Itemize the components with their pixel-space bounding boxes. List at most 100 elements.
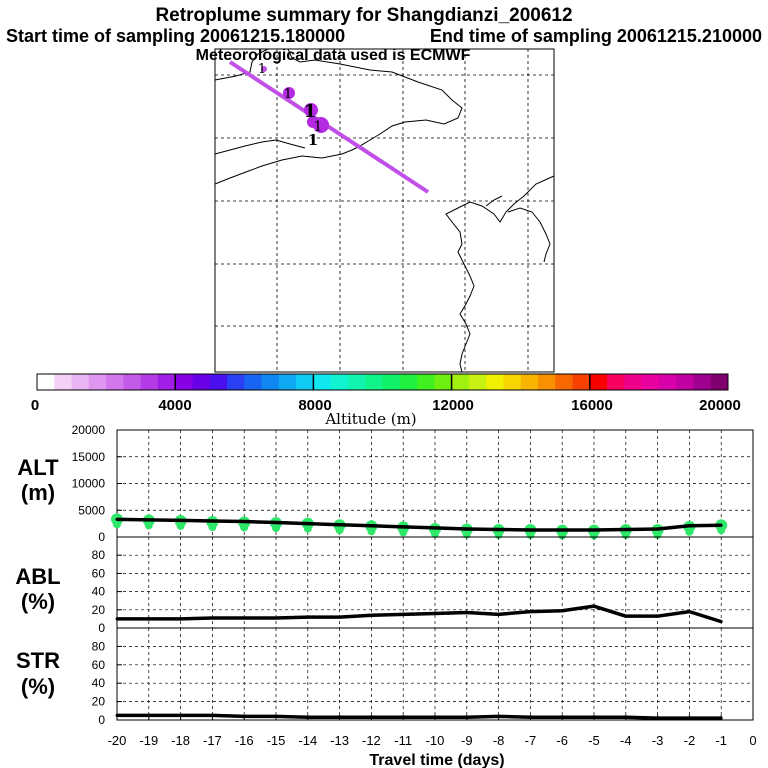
data-point xyxy=(369,524,373,528)
data-point xyxy=(465,611,469,615)
data-point xyxy=(338,523,342,527)
colorbar-swatch xyxy=(261,374,280,390)
colorbar-swatch xyxy=(209,374,228,390)
colorbar-swatch xyxy=(347,374,366,390)
alt-dot xyxy=(144,521,153,530)
alt-dot xyxy=(272,524,280,533)
y-tick-label: 20 xyxy=(92,695,106,709)
alt-dot xyxy=(367,527,376,536)
y-tick-label: 5000 xyxy=(78,503,105,517)
colorbar-swatch xyxy=(123,374,142,390)
x-tick-label: -5 xyxy=(588,733,600,748)
data-point xyxy=(179,518,183,522)
cluster-label: 1 xyxy=(308,131,318,149)
y-tick-label: 20000 xyxy=(72,423,106,437)
x-tick-label: -6 xyxy=(556,733,568,748)
alt-dot xyxy=(685,527,694,536)
panel-label: STR xyxy=(16,648,60,673)
colorbar-swatch xyxy=(417,374,435,390)
alt-dot xyxy=(431,529,439,538)
data-point xyxy=(656,527,660,531)
data-point xyxy=(401,612,405,616)
cluster-marker xyxy=(304,103,318,117)
colorbar-tick-label: 8000 xyxy=(298,397,331,414)
colorbar-tick-label: 16000 xyxy=(571,397,613,414)
colorbar-tick-label: 12000 xyxy=(432,397,474,414)
panel-label: ABL xyxy=(15,564,60,589)
x-tick-label: -10 xyxy=(426,733,445,748)
map-frame xyxy=(214,48,555,373)
colorbar-swatch xyxy=(227,374,245,390)
data-point xyxy=(433,611,437,615)
alt-dot xyxy=(335,526,344,535)
cluster-label: 1 xyxy=(258,62,266,77)
colorbar-swatch xyxy=(244,374,263,390)
y-tick-label: 0 xyxy=(98,530,105,544)
alt-dot xyxy=(558,531,567,540)
panel-unit-label: (m) xyxy=(21,480,55,505)
cluster-marker xyxy=(313,117,329,133)
colorbar-swatch xyxy=(503,374,522,390)
data-point xyxy=(433,526,437,530)
data-point xyxy=(592,604,596,608)
x-tick-label: -2 xyxy=(684,733,696,748)
data-point xyxy=(560,528,564,532)
alt-dot xyxy=(303,524,312,533)
colorbar-tick-label: 0 xyxy=(31,397,39,414)
x-tick-label: -15 xyxy=(267,733,286,748)
start-time-text: Start time of sampling 20061215.180000 xyxy=(6,26,345,46)
data-point xyxy=(719,523,723,527)
data-point xyxy=(528,528,532,532)
x-tick-label: -14 xyxy=(298,733,317,748)
x-tick-label: -20 xyxy=(108,733,127,748)
colorbar-swatch xyxy=(365,374,383,390)
colorbar-swatch xyxy=(71,374,90,390)
colorbar-swatch xyxy=(710,374,729,390)
x-tick-label: -12 xyxy=(362,733,381,748)
x-tick-label: -7 xyxy=(525,733,537,748)
plume-trajectory-line xyxy=(228,60,430,194)
data-point xyxy=(497,528,501,532)
data-point xyxy=(369,613,373,617)
timeseries-panels: 05000100001500020000ALT(m)020406080ABL(%… xyxy=(15,423,756,748)
str-panel: 0 20 40 60 80 STR(%) xyxy=(16,627,754,727)
data-point xyxy=(656,614,660,618)
colorbar-swatch xyxy=(537,374,556,390)
x-tick-label: -17 xyxy=(203,733,222,748)
data-point xyxy=(624,528,628,532)
colorbar-swatch xyxy=(88,374,107,390)
data-point xyxy=(115,617,119,621)
data-point xyxy=(306,522,310,526)
colorbar-swatch xyxy=(589,374,608,390)
x-tick-label: -3 xyxy=(652,733,664,748)
data-point xyxy=(147,617,151,621)
map-panel: 1 1 1 1 1 xyxy=(214,48,555,373)
end-time-text: End time of sampling 20061215.210000 xyxy=(430,26,762,46)
colorbar-swatch xyxy=(330,374,349,390)
colorbar-swatch xyxy=(175,374,193,390)
alt-dot xyxy=(208,523,217,532)
colorbar-label: Altitude (m) xyxy=(324,410,416,428)
data-point xyxy=(624,614,628,618)
y-tick-label: 60 xyxy=(92,566,106,580)
x-tick-label: -9 xyxy=(461,733,473,748)
y-tick-label: 0 xyxy=(98,713,105,727)
data-point xyxy=(401,525,405,529)
cluster-labels: 1 1 1 1 1 xyxy=(258,62,323,149)
abl-panel: 0 20 40 60 80 ABL(%) xyxy=(15,536,754,635)
data-point xyxy=(242,616,246,620)
colorbar-swatch xyxy=(607,374,625,390)
x-tick-label: -19 xyxy=(139,733,158,748)
plume-cluster-markers xyxy=(261,66,329,133)
met-data-text: Meteorological data used is ECMWF xyxy=(196,47,471,64)
alt-dot xyxy=(717,526,726,535)
data-point xyxy=(338,615,342,619)
data-point xyxy=(465,527,469,531)
data-point xyxy=(274,521,278,525)
data-point xyxy=(687,524,691,528)
data-point xyxy=(306,615,310,619)
colorbar-swatch xyxy=(157,374,176,390)
colorbar-swatch xyxy=(572,374,591,390)
y-tick-label: 80 xyxy=(92,548,106,562)
